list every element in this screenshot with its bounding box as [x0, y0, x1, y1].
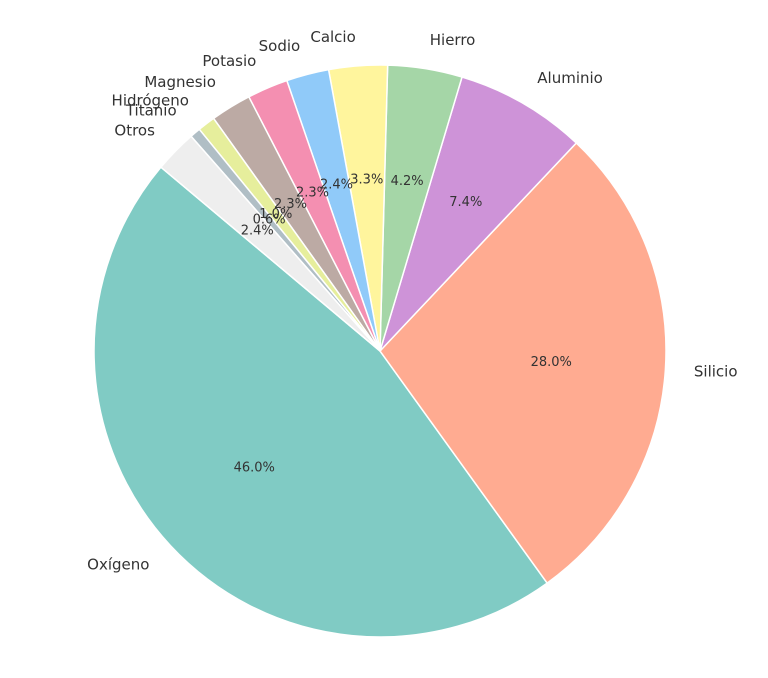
slice-label: Aluminio — [537, 69, 603, 87]
slice-label: Sodio — [259, 37, 301, 55]
pie-slice — [379, 141, 667, 585]
slice-label: Silicio — [694, 362, 738, 380]
value-label: 1.0% — [259, 207, 292, 222]
slice-label: Hidrógeno — [112, 92, 189, 110]
slice-label: Oxígeno — [87, 556, 149, 574]
value-label: 2.3% — [274, 197, 307, 212]
slice-label: Hierro — [430, 31, 476, 49]
pie-slice — [93, 166, 549, 638]
value-label: 7.4% — [449, 195, 482, 210]
slice-label: Potasio — [202, 52, 256, 70]
value-label: 28.0% — [531, 355, 572, 370]
slice-label: Otros — [114, 122, 155, 140]
pie-slice — [159, 135, 381, 352]
value-label: 4.2% — [391, 174, 424, 189]
value-label: 46.0% — [234, 460, 275, 475]
slice-label: Titanio — [125, 101, 177, 119]
value-label: 3.3% — [350, 172, 383, 187]
value-label: 2.3% — [296, 186, 329, 201]
value-label: 2.4% — [241, 224, 274, 239]
value-label: 0.6% — [253, 213, 286, 228]
value-label: 2.4% — [320, 178, 353, 193]
pie-slice — [379, 76, 578, 352]
slice-label: Calcio — [310, 28, 355, 46]
slice-label: Magnesio — [144, 73, 216, 91]
